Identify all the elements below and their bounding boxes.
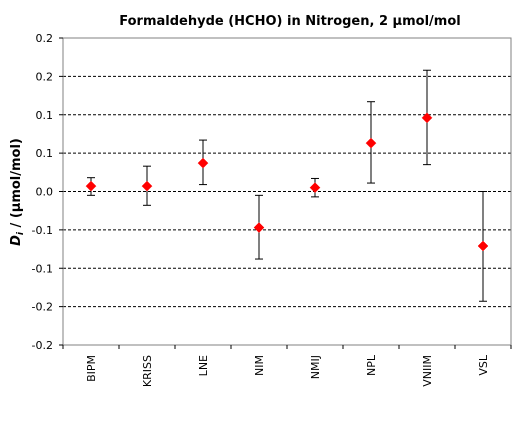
y-tick-label: -0.1 <box>32 224 53 237</box>
plot-area: 0.2 0.2 0.1 0.1 0.0 -0.1 -0.1 -0.2 -0.2 BIPM KRISS… <box>32 32 512 387</box>
data-point <box>197 157 209 169</box>
data-point <box>253 222 265 233</box>
data-point <box>141 180 153 192</box>
category-label: VNIIM <box>421 355 434 387</box>
chart-title: Formaldehyde (HCHO) in Nitrogen, 2 µmol/… <box>119 14 460 29</box>
y-axis-title-subscript: i <box>16 231 26 235</box>
y-tick-label: 0.1 <box>36 109 54 122</box>
data-point <box>365 137 377 149</box>
y-tick-label: -0.2 <box>32 301 53 314</box>
y-tick-label: 0.1 <box>36 147 54 160</box>
category-label: NIM <box>253 355 266 376</box>
data-point <box>309 182 321 194</box>
y-tick-label: 0.2 <box>36 70 54 83</box>
category-label: NPL <box>365 354 378 376</box>
data-point <box>421 112 433 124</box>
y-axis-title: Di / (µmol/mol) <box>9 138 26 246</box>
y-tick-label: 0.2 <box>36 32 54 45</box>
y-axis-title-variable: D <box>9 235 24 246</box>
category-label: BIPM <box>85 355 98 382</box>
y-axis-title-units: / (µmol/mol) <box>9 138 24 232</box>
category-label: KRISS <box>141 355 154 387</box>
data-point <box>85 180 97 192</box>
y-tick-label: -0.2 <box>32 339 53 352</box>
data-point <box>477 240 489 252</box>
category-label: VSL <box>477 354 490 376</box>
y-tick-label: -0.1 <box>32 262 53 275</box>
y-tick-label: 0.0 <box>36 186 54 199</box>
category-label: NMIJ <box>309 355 322 379</box>
category-label: LNE <box>197 355 210 376</box>
